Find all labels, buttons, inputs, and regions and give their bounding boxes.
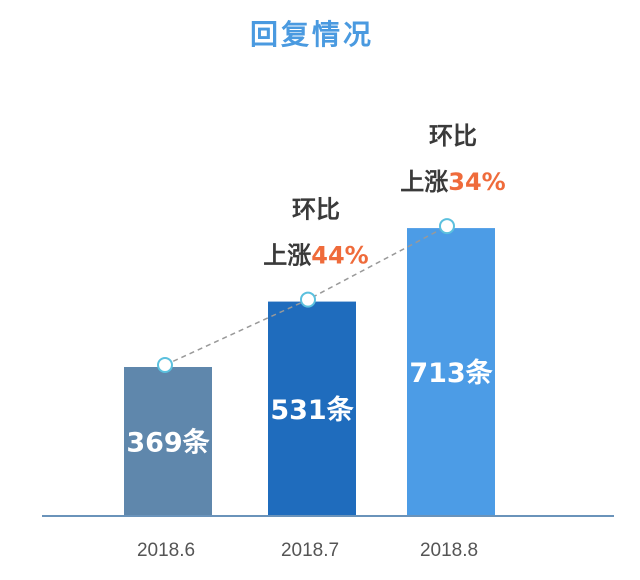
- annotation-prefix: 上涨: [263, 242, 311, 270]
- annotation-percent: 34%: [448, 168, 505, 196]
- bar-value-label: 369条: [126, 427, 210, 458]
- annotation-line1: 环比: [292, 196, 340, 224]
- chart-title: 回复情况: [250, 18, 374, 51]
- annotation-line2: 上涨44%: [263, 242, 368, 270]
- trend-marker: [300, 291, 316, 308]
- bar-2018.7: [268, 301, 356, 516]
- x-tick-label: 2018.8: [420, 540, 478, 561]
- bar-value-label: 531条: [270, 395, 354, 426]
- trend-marker: [157, 356, 173, 373]
- trend-line-group: [157, 218, 455, 373]
- trend-marker: [439, 218, 455, 235]
- annotation-percent: 44%: [311, 242, 368, 270]
- annotation-prefix: 上涨: [400, 168, 448, 196]
- annotation-line1: 环比: [429, 122, 477, 150]
- bar-2018.8: [407, 228, 495, 516]
- bar-value-label: 713条: [409, 358, 493, 389]
- annotation-line2: 上涨34%: [400, 168, 505, 196]
- bars-group: 369条 531条 713条: [124, 228, 495, 516]
- x-tick-label: 2018.6: [137, 540, 195, 561]
- x-tick-labels: 2018.6 2018.7 2018.8: [137, 540, 478, 561]
- x-tick-label: 2018.7: [281, 540, 339, 561]
- bar-2018.6: [124, 366, 212, 516]
